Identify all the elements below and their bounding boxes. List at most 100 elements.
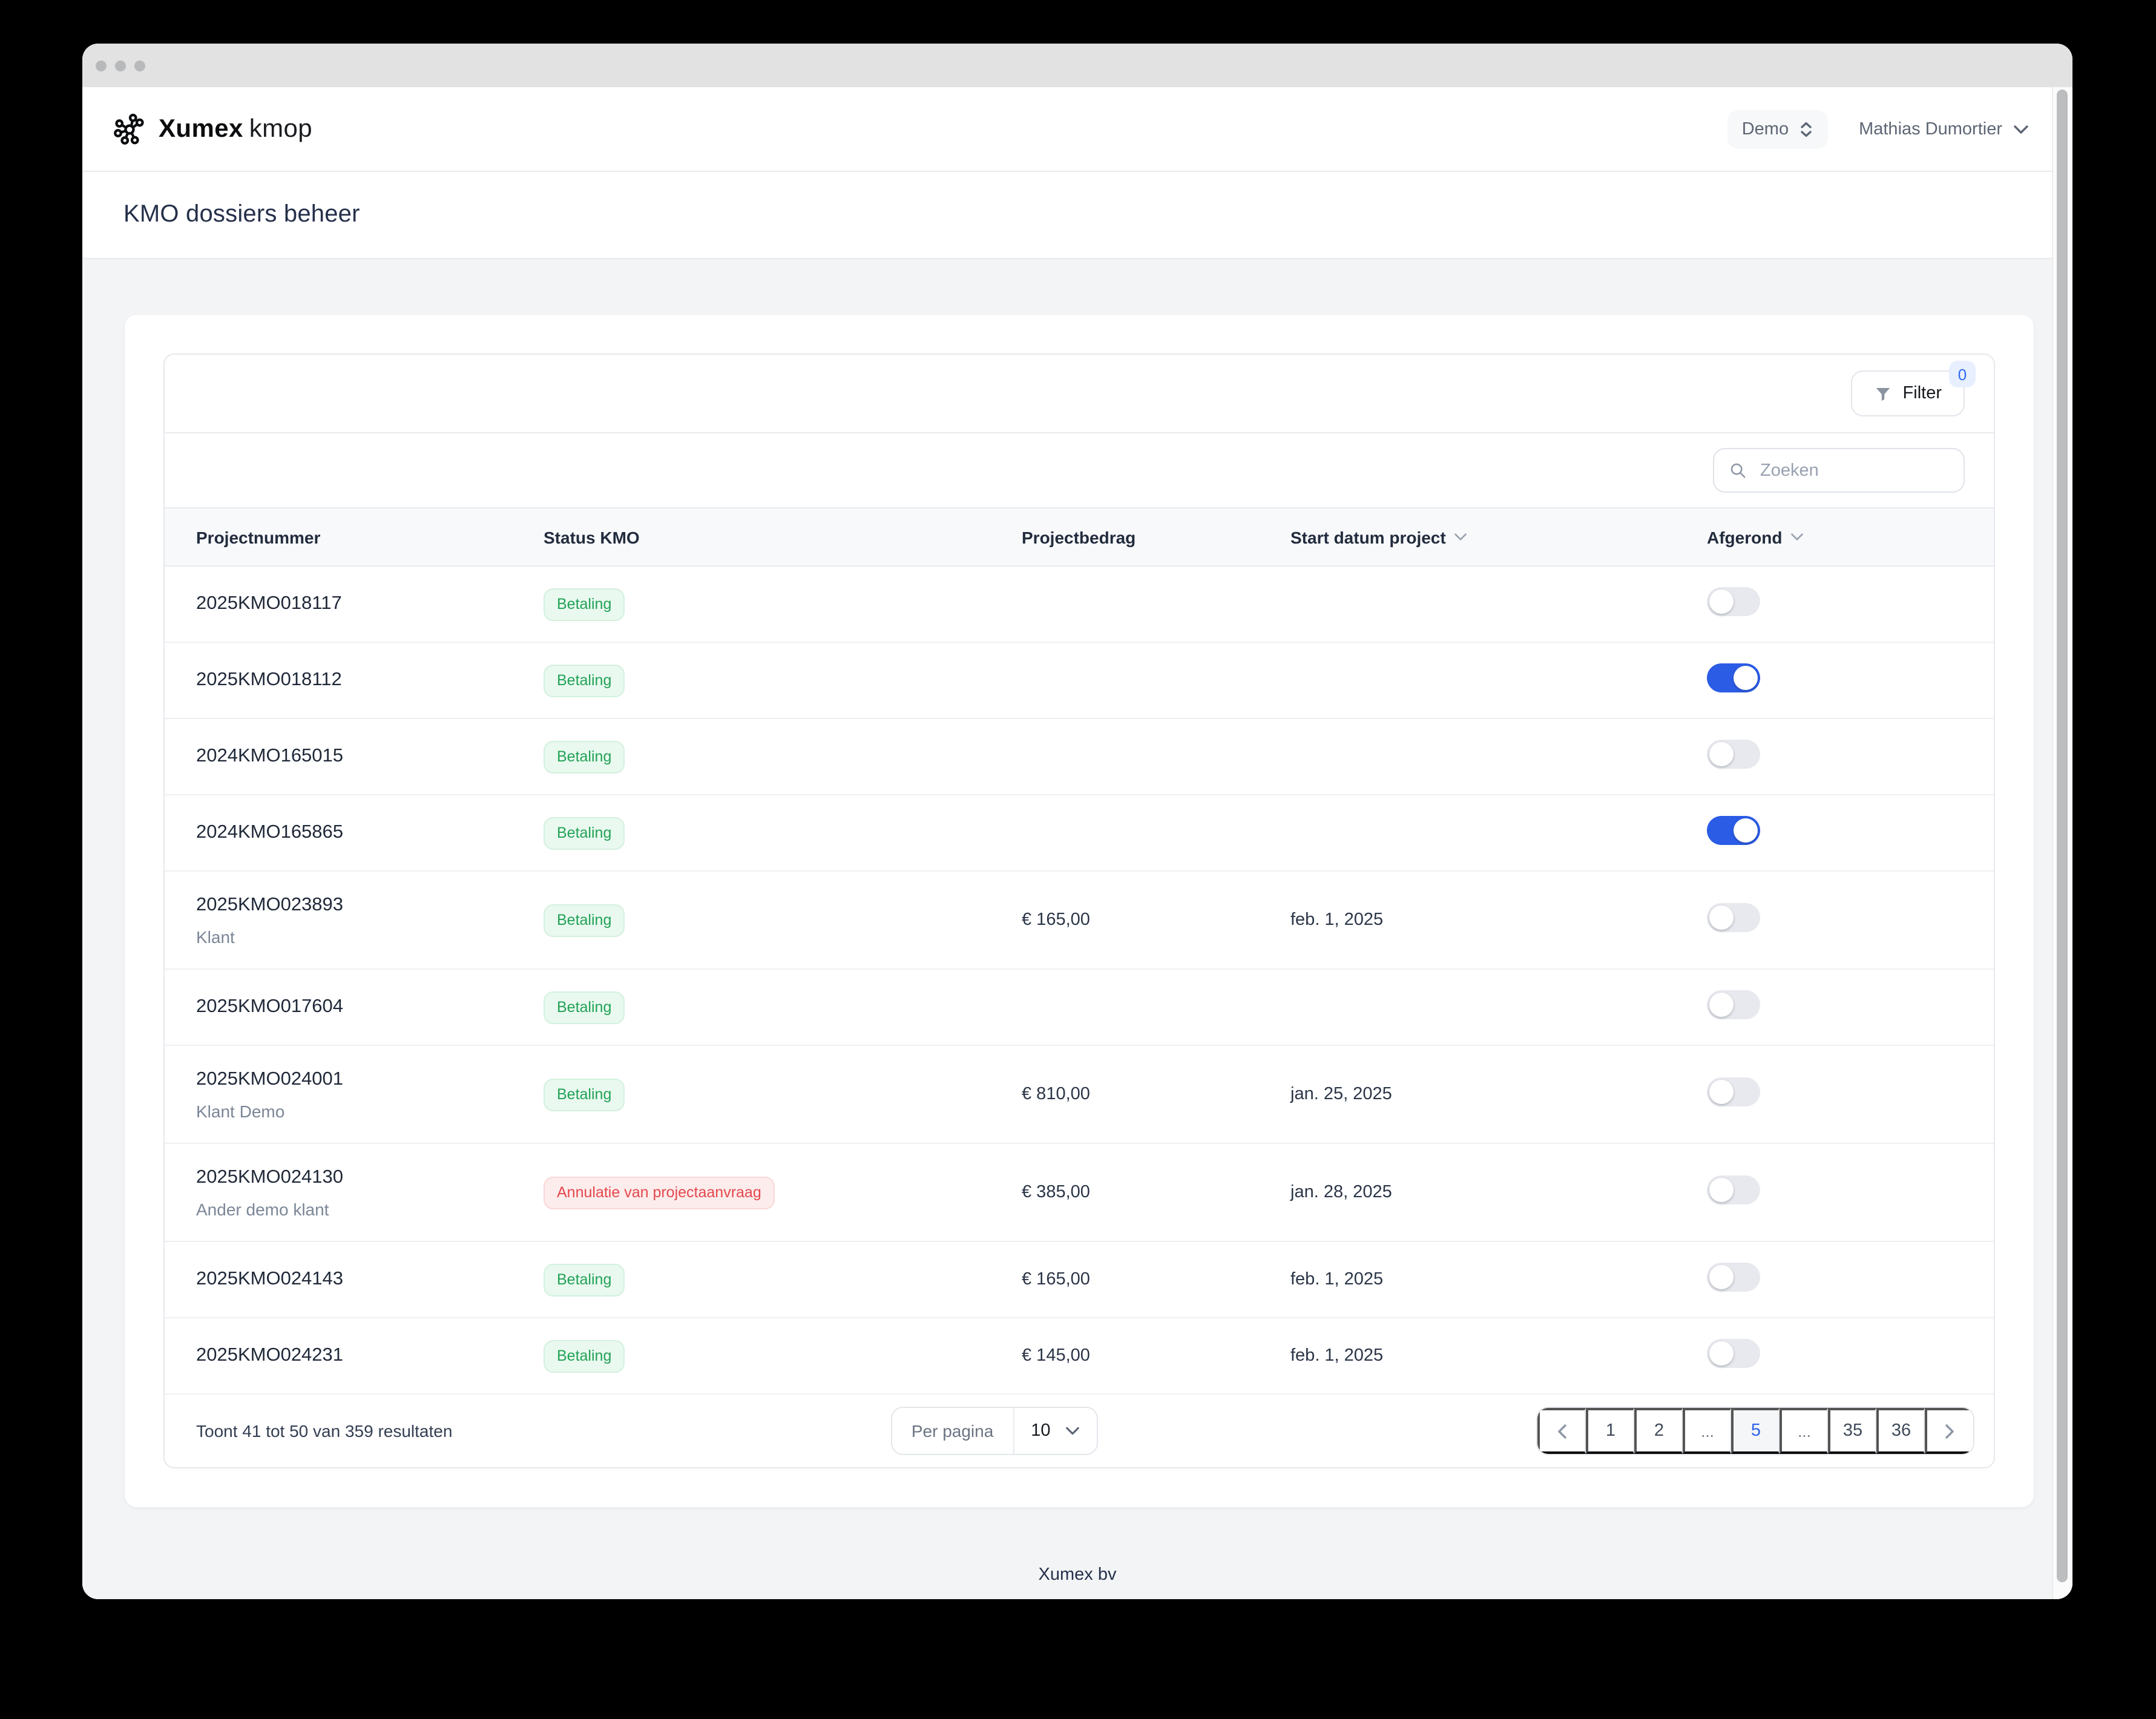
project-number: 2025KMO017604 bbox=[196, 996, 344, 1017]
cell-projectnummer: 2025KMO023893 Klant bbox=[196, 894, 544, 946]
pagination: 1 2... 5... 35 36 bbox=[1536, 1407, 1974, 1455]
brand-logo[interactable]: Xumex kmop bbox=[111, 111, 312, 147]
table-row: 2024KMO165015 Betaling bbox=[165, 719, 1994, 795]
project-number: 2024KMO165865 bbox=[196, 822, 344, 843]
toggle-knob bbox=[1709, 589, 1734, 613]
table-body: 2025KMO018117 Betaling 2025KMO018112 Betali… bbox=[165, 567, 1994, 1395]
cell-afgerond bbox=[1707, 990, 1962, 1025]
project-number: 2025KMO018117 bbox=[196, 593, 342, 614]
toggle-knob bbox=[1709, 1264, 1734, 1289]
window-control-minimize[interactable] bbox=[115, 60, 126, 71]
page-title: KMO dossiers beheer bbox=[123, 201, 360, 228]
search-box[interactable] bbox=[1713, 448, 1965, 493]
pagination-page-1[interactable]: 1 bbox=[1585, 1408, 1634, 1454]
toggle-knob bbox=[1709, 1079, 1734, 1103]
cell-status: Betaling bbox=[544, 904, 1022, 936]
page-title-bar: KMO dossiers beheer bbox=[82, 172, 2072, 259]
cell-start-datum: feb. 1, 2025 bbox=[1290, 1346, 1384, 1366]
funnel-icon bbox=[1874, 384, 1892, 403]
browser-window: Xumex kmop Demo Mathias Dumortier bbox=[82, 44, 2072, 1599]
sort-chevron-down-icon bbox=[1790, 533, 1804, 541]
table-footer: Toont 41 tot 50 van 359 resultaten Per p… bbox=[165, 1395, 1994, 1467]
toggle-knob bbox=[1709, 905, 1734, 929]
cell-projectbedrag: € 145,00 bbox=[1022, 1346, 1090, 1366]
pagination-page-35[interactable]: 35 bbox=[1827, 1408, 1876, 1454]
cell-status: Betaling bbox=[544, 1339, 1022, 1372]
status-badge: Betaling bbox=[544, 588, 625, 620]
filter-label: Filter bbox=[1902, 384, 1942, 403]
cell-status: Betaling bbox=[544, 664, 1022, 697]
cell-status: Betaling bbox=[544, 1078, 1022, 1111]
window-titlebar bbox=[82, 44, 2072, 87]
cell-afgerond bbox=[1707, 739, 1962, 774]
window-control-zoom[interactable] bbox=[134, 60, 145, 71]
search-input[interactable] bbox=[1758, 459, 1949, 481]
cell-start-datum: jan. 28, 2025 bbox=[1290, 1183, 1392, 1202]
project-number: 2025KMO023893 bbox=[196, 894, 344, 915]
afgerond-toggle[interactable] bbox=[1707, 663, 1760, 692]
afgerond-toggle[interactable] bbox=[1707, 1077, 1760, 1106]
cell-start-datum: jan. 25, 2025 bbox=[1290, 1085, 1392, 1104]
pagination-prev-button[interactable] bbox=[1537, 1408, 1586, 1454]
afgerond-toggle[interactable] bbox=[1707, 1262, 1760, 1291]
filter-count-badge: 0 bbox=[1949, 361, 1976, 387]
project-number: 2025KMO018112 bbox=[196, 669, 342, 690]
user-menu[interactable]: Mathias Dumortier bbox=[1859, 119, 2029, 139]
pagination-page-36[interactable]: 36 bbox=[1876, 1408, 1925, 1454]
table-card: Filter 0 bbox=[163, 353, 1995, 1468]
afgerond-toggle[interactable] bbox=[1707, 990, 1760, 1019]
pagination-page-5[interactable]: 5 bbox=[1730, 1408, 1780, 1454]
afgerond-toggle[interactable] bbox=[1707, 739, 1760, 768]
chevron-down-icon bbox=[1065, 1426, 1080, 1436]
table-row: 2025KMO024143 Betaling € 165,00 feb. 1, 202… bbox=[165, 1242, 1994, 1318]
pagination-page-2[interactable]: 2 bbox=[1634, 1408, 1683, 1454]
per-page-select[interactable]: 10 bbox=[1014, 1408, 1096, 1454]
table-row: 2025KMO017604 Betaling bbox=[165, 970, 1994, 1046]
afgerond-toggle[interactable] bbox=[1707, 1175, 1760, 1204]
table-row: 2025KMO024130 Ander demo klant Annulatie v… bbox=[165, 1144, 1994, 1242]
brand-text: Xumex kmop bbox=[159, 114, 313, 142]
column-header-start-datum-project[interactable]: Start datum project bbox=[1290, 527, 1707, 547]
chevron-up-down-icon bbox=[1798, 120, 1813, 137]
cell-projectnummer: 2025KMO017604 bbox=[196, 996, 544, 1018]
project-number: 2025KMO024143 bbox=[196, 1269, 344, 1289]
filter-button[interactable]: Filter 0 bbox=[1850, 361, 1976, 416]
cell-status: Betaling bbox=[544, 740, 1022, 773]
afgerond-toggle[interactable] bbox=[1707, 902, 1760, 932]
cell-status: Betaling bbox=[544, 1263, 1022, 1296]
environment-selector[interactable]: Demo bbox=[1727, 110, 1828, 148]
window-control-close[interactable] bbox=[96, 60, 107, 71]
afgerond-toggle[interactable] bbox=[1707, 587, 1760, 616]
page-body: Filter 0 bbox=[82, 259, 2072, 1599]
toggle-knob bbox=[1709, 992, 1734, 1016]
status-badge: Annulatie van projectaanvraag bbox=[544, 1176, 775, 1209]
cell-projectbedrag: € 385,00 bbox=[1022, 1183, 1090, 1202]
status-badge: Betaling bbox=[544, 740, 625, 773]
toggle-knob bbox=[1709, 1177, 1734, 1201]
client-name: Ander demo klant bbox=[196, 1199, 329, 1218]
toggle-knob bbox=[1709, 1341, 1734, 1365]
column-label: Start datum project bbox=[1290, 527, 1446, 547]
table-row: 2025KMO018117 Betaling bbox=[165, 567, 1994, 643]
vertical-scrollbar[interactable] bbox=[2052, 87, 2072, 1599]
status-badge: Betaling bbox=[544, 664, 625, 697]
table-row: 2025KMO024231 Betaling € 145,00 feb. 1, 202… bbox=[165, 1318, 1994, 1395]
column-header-afgerond[interactable]: Afgerond bbox=[1707, 527, 1962, 547]
column-label: Status KMO bbox=[544, 527, 640, 547]
cell-status: Betaling bbox=[544, 588, 1022, 620]
column-label: Projectnummer bbox=[196, 527, 321, 547]
status-badge: Betaling bbox=[544, 1078, 625, 1111]
cell-projectbedrag: € 165,00 bbox=[1022, 1270, 1090, 1289]
afgerond-toggle[interactable] bbox=[1707, 1338, 1760, 1367]
search-icon bbox=[1729, 461, 1747, 479]
cell-start-datum: feb. 1, 2025 bbox=[1290, 1270, 1384, 1289]
table-header: Projectnummer Status KMO Projectbedrag Star… bbox=[165, 508, 1994, 567]
scrollbar-thumb[interactable] bbox=[2057, 90, 2068, 1582]
pagination-ellipsis: ... bbox=[1779, 1408, 1828, 1454]
pagination-next-button[interactable] bbox=[1924, 1408, 1973, 1454]
afgerond-toggle[interactable] bbox=[1707, 815, 1760, 844]
xumex-molecule-icon bbox=[111, 111, 148, 147]
cell-status: Betaling bbox=[544, 817, 1022, 849]
cell-projectnummer: 2024KMO165015 bbox=[196, 746, 544, 767]
